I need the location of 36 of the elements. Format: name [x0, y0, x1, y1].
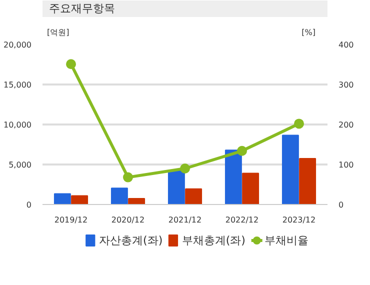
- bar: [168, 170, 185, 204]
- bar: [71, 195, 88, 204]
- y-tick-label: 5,000: [8, 160, 32, 170]
- y2-tick-label: 100: [338, 160, 354, 170]
- y-tick-label: 15,000: [4, 80, 32, 90]
- bar: [242, 172, 260, 204]
- y2-tick-label: 200: [338, 120, 354, 130]
- y-tick-label: 20,000: [4, 40, 32, 50]
- x-tick-label: 2019/12: [54, 216, 88, 224]
- x-tick-label: 2021/12: [168, 216, 202, 224]
- y2-tick-label: 300: [338, 80, 354, 90]
- chart-title: 주요재무항목: [48, 2, 115, 15]
- point: [180, 164, 190, 174]
- y2-axis-title: [%]: [302, 28, 316, 37]
- y-tick-label: 10,000: [4, 120, 32, 130]
- bar: [110, 188, 128, 204]
- legend-label: 자산총계(좌): [99, 234, 163, 247]
- y-axis-title: [억원]: [46, 28, 70, 37]
- point: [294, 118, 304, 129]
- bar: [128, 198, 146, 204]
- bar: [282, 134, 299, 204]
- point: [123, 172, 133, 182]
- point: [237, 146, 247, 156]
- bar: [299, 158, 316, 204]
- y2-tick-label: 400: [338, 40, 354, 50]
- x-tick-label: 2023/12: [282, 216, 316, 224]
- point: [66, 59, 76, 70]
- legend-label: 부채총계(좌): [182, 234, 246, 247]
- x-tick-label: 2020/12: [111, 216, 145, 224]
- bar: [224, 150, 242, 204]
- legend-label: 부채비율: [264, 234, 309, 247]
- bar: [185, 188, 202, 204]
- x-tick-label: 2022/12: [225, 216, 259, 224]
- y-tick-label: 0: [26, 200, 32, 210]
- bar: [54, 193, 71, 204]
- y2-tick-label: 0: [338, 200, 344, 210]
